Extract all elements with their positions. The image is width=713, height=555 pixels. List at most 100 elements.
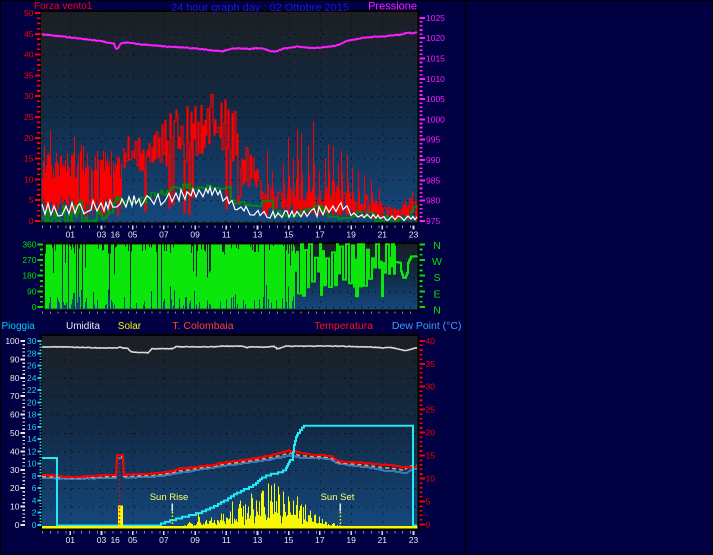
svg-text:16: 16: [110, 230, 120, 240]
svg-text:Solar: Solar: [118, 321, 142, 332]
svg-text:E: E: [433, 288, 440, 300]
svg-text:19: 19: [346, 535, 356, 545]
svg-text:26: 26: [27, 361, 37, 371]
svg-text:30: 30: [24, 91, 34, 101]
svg-text:01: 01: [66, 535, 76, 545]
svg-text:Dew Point (°C): Dew Point (°C): [392, 320, 462, 332]
svg-text:09: 09: [190, 230, 200, 240]
svg-text:6: 6: [32, 483, 37, 493]
svg-text:Sun Set: Sun Set: [321, 492, 355, 503]
svg-text:0: 0: [32, 520, 37, 530]
svg-text:35: 35: [426, 359, 436, 369]
svg-text:80: 80: [10, 373, 20, 383]
svg-text:17: 17: [315, 535, 325, 545]
svg-text:1010: 1010: [426, 74, 445, 84]
svg-text:985: 985: [426, 175, 440, 185]
svg-text:05: 05: [128, 535, 138, 545]
svg-text:30: 30: [10, 465, 20, 475]
svg-text:23: 23: [409, 535, 419, 545]
svg-text:03: 03: [97, 535, 107, 545]
svg-text:0: 0: [32, 302, 37, 312]
svg-text:1025: 1025: [426, 13, 445, 23]
svg-text:T. Colombaia: T. Colombaia: [172, 320, 233, 332]
svg-text:11: 11: [222, 230, 231, 240]
svg-text:270: 270: [22, 255, 36, 265]
svg-text:16: 16: [27, 422, 37, 432]
svg-text:25: 25: [426, 405, 436, 415]
svg-text:N: N: [433, 305, 441, 317]
svg-text:0: 0: [29, 216, 34, 226]
svg-text:21: 21: [378, 230, 388, 240]
svg-text:15: 15: [426, 451, 436, 461]
svg-text:20: 20: [27, 397, 37, 407]
svg-text:45: 45: [24, 29, 34, 39]
svg-text:13: 13: [253, 535, 263, 545]
svg-text:100: 100: [5, 336, 19, 346]
svg-text:Pressione: Pressione: [368, 1, 417, 13]
svg-text:70: 70: [10, 391, 20, 401]
svg-text:25: 25: [24, 112, 34, 122]
svg-text:5: 5: [426, 497, 431, 507]
svg-text:07: 07: [159, 535, 169, 545]
svg-text:22: 22: [27, 385, 37, 395]
svg-text:360: 360: [22, 239, 36, 249]
svg-text:4: 4: [32, 495, 37, 505]
svg-text:90: 90: [10, 355, 20, 365]
svg-text:0: 0: [15, 520, 20, 530]
svg-text:995: 995: [426, 135, 440, 145]
svg-text:N: N: [433, 240, 441, 252]
svg-text:40: 40: [426, 336, 436, 346]
svg-text:S: S: [433, 272, 440, 284]
svg-text:10: 10: [10, 502, 20, 512]
svg-text:24: 24: [27, 373, 37, 383]
svg-text:18: 18: [27, 410, 37, 420]
svg-text:20: 20: [10, 483, 20, 493]
svg-text:980: 980: [426, 196, 440, 206]
svg-text:19: 19: [346, 230, 356, 240]
svg-text:09: 09: [190, 535, 200, 545]
svg-text:13: 13: [253, 230, 263, 240]
svg-text:10: 10: [24, 174, 34, 184]
svg-text:1005: 1005: [426, 94, 445, 104]
svg-text:30: 30: [27, 336, 37, 346]
svg-text:1015: 1015: [426, 53, 445, 63]
svg-text:50: 50: [24, 8, 34, 18]
svg-text:60: 60: [10, 410, 20, 420]
svg-text:30: 30: [426, 382, 436, 392]
svg-text:5: 5: [29, 195, 34, 205]
svg-text:975: 975: [426, 216, 440, 226]
svg-text:W: W: [432, 256, 442, 268]
svg-text:23: 23: [409, 230, 419, 240]
svg-text:8: 8: [32, 471, 37, 481]
svg-text:10: 10: [27, 459, 37, 469]
svg-text:1020: 1020: [426, 33, 445, 43]
svg-text:20: 20: [426, 428, 436, 438]
svg-text:Pioggia: Pioggia: [2, 321, 36, 332]
svg-text:Temperatura: Temperatura: [314, 320, 373, 332]
svg-text:12: 12: [27, 446, 37, 456]
svg-text:01: 01: [66, 230, 76, 240]
svg-text:07: 07: [159, 230, 169, 240]
svg-text:Umidita: Umidita: [66, 321, 100, 332]
svg-text:1000: 1000: [426, 114, 445, 124]
svg-text:03: 03: [97, 230, 107, 240]
svg-text:15: 15: [284, 230, 294, 240]
svg-text:35: 35: [24, 70, 34, 80]
svg-text:2: 2: [32, 508, 37, 518]
svg-text:50: 50: [10, 428, 20, 438]
svg-text:17: 17: [315, 230, 325, 240]
svg-text:15: 15: [284, 535, 294, 545]
svg-text:21: 21: [378, 535, 388, 545]
svg-text:10: 10: [426, 474, 436, 484]
svg-text:990: 990: [426, 155, 440, 165]
svg-text:16: 16: [110, 535, 120, 545]
svg-text:11: 11: [222, 535, 231, 545]
svg-text:40: 40: [10, 446, 20, 456]
svg-text:90: 90: [27, 287, 37, 297]
svg-text:Sun Rise: Sun Rise: [150, 492, 189, 503]
svg-text:20: 20: [24, 133, 34, 143]
svg-text:0: 0: [426, 520, 431, 530]
svg-text:Forza vento1: Forza vento1: [34, 1, 93, 12]
svg-text:28: 28: [27, 348, 37, 358]
svg-text:14: 14: [27, 434, 37, 444]
